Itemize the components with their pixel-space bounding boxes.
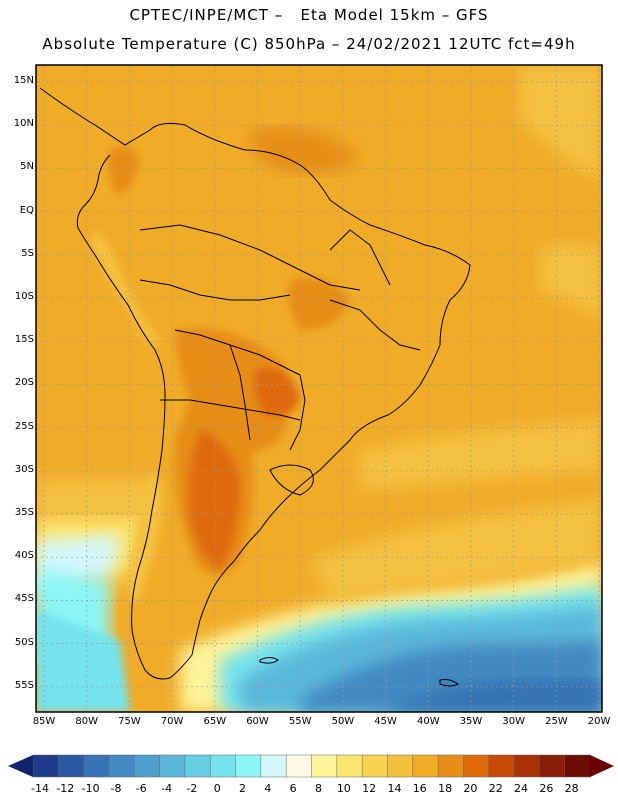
chart-subtitle: Absolute Temperature (C) 850hPa – 24/02/… <box>42 35 576 53</box>
lat-label: 45S <box>14 593 34 605</box>
colorbar-swatch <box>32 754 60 778</box>
lat-label: 5S <box>21 247 34 259</box>
lon-label: 30W <box>502 716 525 727</box>
lat-label: 50S <box>14 636 34 648</box>
map-frame <box>35 64 603 713</box>
colorbar-swatch <box>412 754 439 778</box>
lat-label: 15N <box>13 75 34 86</box>
colorbar-swatch <box>539 754 566 778</box>
colorbar-label: -6 <box>135 782 147 795</box>
lat-label: EQ <box>19 204 34 216</box>
colorbar-swatch <box>108 754 136 778</box>
colorbar-label: 22 <box>488 782 503 795</box>
colorbar-label: -10 <box>81 782 100 795</box>
colorbar-swatch <box>564 754 591 778</box>
lon-label: 70W <box>160 716 184 727</box>
colorbar-swatch <box>311 754 338 778</box>
colorbar-swatch <box>58 754 85 778</box>
lat-label: 25S <box>14 420 34 432</box>
colorbar-label: 16 <box>412 782 427 795</box>
lat-label: 15S <box>14 334 34 346</box>
graticule <box>36 65 602 712</box>
colorbar-swatch <box>134 754 161 778</box>
colorbar-label: -8 <box>110 782 122 795</box>
colorbar-label: 24 <box>514 782 529 795</box>
temperature-field <box>36 65 602 712</box>
colorbar-swatch <box>387 754 414 778</box>
colorbar-swatch <box>184 754 211 778</box>
colorbar-label: 18 <box>438 782 453 795</box>
lon-label: 75W <box>118 716 141 727</box>
colorbar-swatch <box>361 754 389 778</box>
lat-label: 20S <box>14 377 34 389</box>
colorbar-label: 28 <box>564 782 579 795</box>
lon-label: 60W <box>246 716 269 727</box>
lon-label: 80W <box>75 716 98 727</box>
colorbar-swatch <box>513 754 541 778</box>
lon-label: 55W <box>288 716 312 727</box>
colorbar-label: 26 <box>539 782 554 795</box>
lon-label: 25W <box>545 716 568 727</box>
coastlines <box>39 87 471 687</box>
lon-label: 35W <box>459 716 483 727</box>
lon-label: 50W <box>331 716 355 727</box>
lon-label: 85W <box>32 716 56 727</box>
colorbar-label: 4 <box>264 782 272 795</box>
lat-label: 5N <box>20 161 34 173</box>
colorbar-label: 14 <box>387 782 402 795</box>
colorbar-label: -12 <box>56 782 75 795</box>
colorbar-swatch <box>437 754 465 778</box>
colorbar-swatch <box>83 754 110 778</box>
lat-label: 10S <box>14 291 34 302</box>
colorbar-arrow-low <box>8 755 33 777</box>
colorbar-swatch <box>235 754 262 778</box>
colorbar-label: 12 <box>362 782 377 795</box>
lon-label: 40W <box>416 716 440 727</box>
lat-label: 55S <box>14 679 34 691</box>
colorbar-swatch <box>488 754 515 778</box>
colorbar-swatch <box>159 754 186 778</box>
lat-label: 30S <box>14 463 34 475</box>
lon-label: 65W <box>203 716 227 727</box>
colorbar-swatch <box>260 754 287 778</box>
colorbar-swatch <box>209 754 237 778</box>
colorbar-label: -4 <box>161 782 173 795</box>
colorbar-label: 20 <box>463 782 478 795</box>
colorbar-label: -14 <box>31 782 49 795</box>
lat-label: 40S <box>14 550 34 562</box>
chart-title: CPTEC/INPE/MCT – Eta Model 15km – GFS <box>129 6 489 24</box>
colorbar-swatch <box>285 754 313 778</box>
colorbar-label: 8 <box>315 782 322 795</box>
lat-label: 10N <box>13 118 34 130</box>
colorbar <box>8 754 614 778</box>
colorbar-label: 0 <box>213 782 221 795</box>
colorbar-label: 2 <box>239 782 247 795</box>
lat-label: 35S <box>14 507 34 518</box>
colorbar-label: 10 <box>336 782 351 795</box>
colorbar-arrow-high <box>590 755 614 777</box>
lon-label: 45W <box>374 716 397 727</box>
colorbar-label: -2 <box>186 782 198 795</box>
lon-label: 20W <box>587 716 611 727</box>
colorbar-label: 6 <box>289 782 297 795</box>
colorbar-swatch <box>463 754 490 778</box>
colorbar-swatch <box>336 754 363 778</box>
